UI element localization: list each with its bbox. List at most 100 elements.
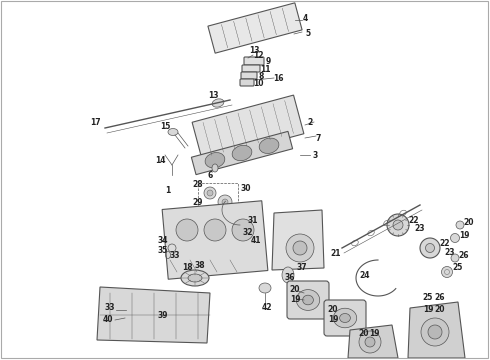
Text: 28: 28: [193, 180, 203, 189]
Text: 38: 38: [195, 261, 205, 270]
Ellipse shape: [176, 219, 198, 241]
Text: 8: 8: [258, 72, 264, 81]
FancyBboxPatch shape: [240, 79, 254, 86]
Ellipse shape: [296, 289, 319, 310]
Polygon shape: [162, 201, 268, 279]
Ellipse shape: [451, 254, 459, 262]
Text: 19: 19: [423, 306, 433, 315]
Ellipse shape: [222, 199, 228, 205]
Ellipse shape: [365, 337, 375, 347]
Text: 4: 4: [302, 14, 308, 23]
Ellipse shape: [333, 308, 357, 328]
Text: 1: 1: [166, 185, 171, 194]
Polygon shape: [97, 287, 210, 343]
Polygon shape: [348, 325, 398, 358]
Ellipse shape: [259, 283, 271, 293]
Ellipse shape: [303, 295, 314, 305]
Text: 7: 7: [315, 134, 320, 143]
Ellipse shape: [293, 241, 307, 255]
Text: 15: 15: [160, 122, 170, 131]
Text: 13: 13: [249, 45, 259, 54]
Text: 18: 18: [182, 264, 192, 273]
Text: 19: 19: [459, 230, 469, 239]
Text: 22: 22: [409, 216, 419, 225]
Text: 19: 19: [290, 296, 300, 305]
Text: 6: 6: [207, 171, 213, 180]
Ellipse shape: [168, 129, 178, 135]
Text: 42: 42: [262, 303, 272, 312]
Ellipse shape: [204, 219, 226, 241]
Text: 33: 33: [105, 303, 115, 312]
Text: 13: 13: [208, 90, 218, 99]
Ellipse shape: [232, 145, 252, 161]
Ellipse shape: [282, 267, 294, 283]
Text: 25: 25: [423, 293, 433, 302]
Text: 16: 16: [273, 73, 283, 82]
Text: 33: 33: [170, 251, 180, 260]
Text: 12: 12: [253, 50, 263, 59]
Text: 14: 14: [155, 156, 165, 165]
Ellipse shape: [441, 266, 452, 278]
Text: 20: 20: [435, 306, 445, 315]
Text: 2: 2: [307, 117, 313, 126]
Text: 32: 32: [243, 228, 253, 237]
Ellipse shape: [218, 195, 232, 209]
Text: 17: 17: [90, 117, 100, 126]
Ellipse shape: [212, 164, 218, 172]
Text: 23: 23: [445, 248, 455, 257]
Ellipse shape: [421, 318, 449, 346]
Polygon shape: [192, 131, 293, 175]
Text: 40: 40: [103, 315, 113, 324]
FancyBboxPatch shape: [287, 281, 329, 319]
Ellipse shape: [205, 153, 225, 168]
Ellipse shape: [425, 243, 435, 252]
Ellipse shape: [181, 270, 209, 286]
Text: 3: 3: [313, 150, 318, 159]
Text: 23: 23: [415, 224, 425, 233]
Text: 9: 9: [266, 57, 270, 66]
Text: 26: 26: [459, 251, 469, 260]
FancyBboxPatch shape: [242, 65, 260, 72]
Polygon shape: [192, 95, 304, 161]
Text: 37: 37: [296, 264, 307, 273]
Text: 20: 20: [359, 328, 369, 338]
Text: 20: 20: [328, 306, 338, 315]
Text: 20: 20: [464, 217, 474, 226]
Text: 22: 22: [440, 239, 450, 248]
Ellipse shape: [428, 325, 442, 339]
Text: 19: 19: [328, 315, 338, 324]
Ellipse shape: [188, 274, 202, 282]
Text: 41: 41: [251, 235, 261, 244]
Polygon shape: [408, 302, 465, 358]
Ellipse shape: [456, 221, 464, 229]
Text: 39: 39: [158, 310, 168, 320]
Text: 29: 29: [193, 198, 203, 207]
Text: 24: 24: [360, 270, 370, 279]
Ellipse shape: [212, 99, 224, 107]
Ellipse shape: [286, 234, 314, 262]
FancyBboxPatch shape: [241, 72, 257, 79]
Ellipse shape: [393, 220, 403, 230]
Text: 20: 20: [290, 285, 300, 294]
Text: 11: 11: [260, 64, 270, 73]
Text: 34: 34: [158, 235, 168, 244]
FancyBboxPatch shape: [324, 300, 366, 336]
Text: 10: 10: [253, 78, 263, 87]
Ellipse shape: [340, 314, 350, 323]
Text: 30: 30: [241, 184, 251, 193]
Text: 36: 36: [285, 274, 295, 283]
Ellipse shape: [259, 138, 279, 153]
FancyBboxPatch shape: [244, 57, 264, 65]
Ellipse shape: [450, 234, 460, 243]
Text: 31: 31: [248, 216, 258, 225]
Ellipse shape: [359, 331, 381, 353]
Bar: [198, 183, 238, 213]
Ellipse shape: [207, 190, 213, 196]
Ellipse shape: [204, 187, 216, 199]
Text: 19: 19: [369, 328, 379, 338]
Text: 35: 35: [158, 246, 168, 255]
Text: 5: 5: [305, 28, 311, 37]
Polygon shape: [208, 3, 302, 53]
Text: 25: 25: [453, 264, 463, 273]
Text: 21: 21: [331, 249, 341, 258]
